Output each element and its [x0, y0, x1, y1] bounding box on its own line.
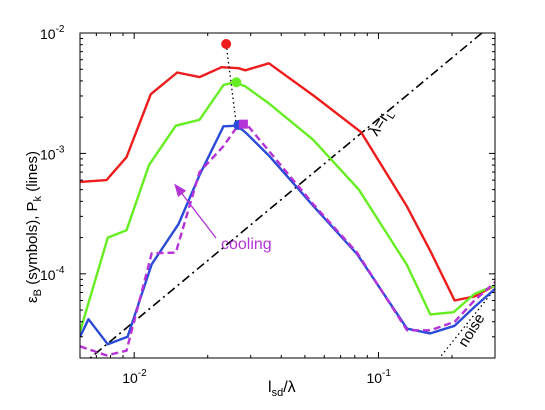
- x-axis-label: lsd/λ: [268, 379, 296, 399]
- data-point-1: [221, 39, 232, 50]
- cooling-label: cooling: [221, 236, 272, 253]
- reference-lines: [88, 33, 495, 358]
- data-point-4: [238, 119, 248, 129]
- series-line-1: [80, 62, 495, 302]
- noise-label: noise: [455, 311, 488, 350]
- y-tick-label: 10-3: [40, 144, 65, 162]
- series-line-2: [80, 80, 495, 333]
- axis-ticks: [79, 32, 495, 359]
- y-tick-label: 10-4: [40, 265, 65, 283]
- connector-dotted-line: [225, 43, 238, 126]
- series-lines: [80, 62, 495, 357]
- x-tick-label: 10-1: [366, 368, 391, 386]
- series-line-3: [80, 124, 495, 346]
- plot-frame: [79, 32, 496, 359]
- series-line-4: [80, 121, 495, 357]
- x-tick-label: 10-2: [122, 368, 147, 386]
- plot-area: [80, 33, 495, 358]
- lambda-rl-label: λ=rL: [366, 106, 398, 141]
- noise-line: [438, 288, 495, 358]
- data-points: [221, 39, 248, 131]
- y-axis-label: εB (symbols), Pk (lines): [24, 151, 44, 303]
- cooling-arrow: [174, 183, 217, 239]
- lambda-rl-line: [88, 33, 484, 358]
- connector-line: [225, 43, 238, 126]
- y-tick-label: 10-2: [40, 24, 65, 42]
- tick-labels: 10-2 10-1 10-4 10-3 10-2: [40, 24, 391, 386]
- data-point-2: [231, 77, 242, 88]
